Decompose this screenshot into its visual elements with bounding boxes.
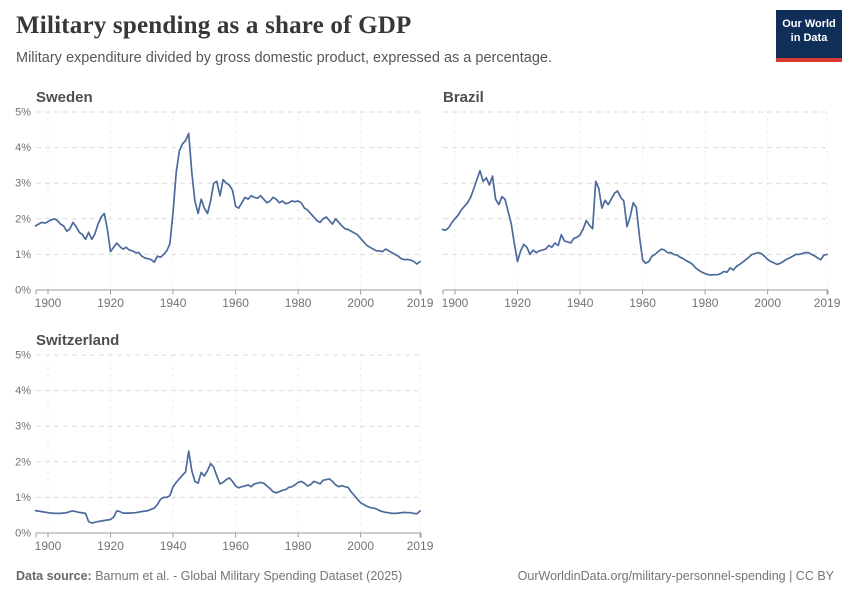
x-tick-label: 2000 bbox=[754, 296, 781, 310]
y-tick-label: 5% bbox=[15, 350, 31, 362]
x-tick-label: 2000 bbox=[347, 296, 374, 310]
y-tick-label: 0% bbox=[15, 528, 31, 540]
chart-sweden: 1900 1920 1940 1960 1980 2000 2019 0% 1% 2% 3% 4% 5%… bbox=[0, 82, 443, 323]
x-tick-label: 2019 bbox=[814, 296, 841, 310]
x-tick-label: 2019 bbox=[407, 539, 434, 553]
footer: Data source: Barnum et al. - Global Mili… bbox=[16, 569, 834, 583]
x-tick-label: 1900 bbox=[35, 539, 62, 553]
x-tick-label: 1960 bbox=[629, 296, 656, 310]
x-tick-label: 1960 bbox=[222, 296, 249, 310]
x-tick-label: 1900 bbox=[35, 296, 62, 310]
chart-brazil: 1900 1920 1940 1960 1980 2000 2019 Brazil bbox=[407, 82, 850, 323]
y-tick-label: 3% bbox=[15, 178, 31, 190]
x-tick-label: 1980 bbox=[285, 296, 312, 310]
owid-logo-line1: Our World bbox=[782, 18, 836, 30]
x-tick-label: 1940 bbox=[567, 296, 594, 310]
y-tick-label: 3% bbox=[15, 421, 31, 433]
owid-logo-red-bar bbox=[776, 58, 842, 62]
data-source-note: Data source: Barnum et al. - Global Mili… bbox=[16, 569, 402, 583]
owid-logo-line2: in Data bbox=[790, 32, 828, 45]
data-source-label: Data source: bbox=[16, 569, 92, 583]
facet-sweden-svg: 1900 1920 1940 1960 1980 2000 2019 0% 1% 2% 3% 4% 5%… bbox=[15, 89, 434, 310]
y-tick-label: 2% bbox=[15, 456, 31, 468]
x-tick-label: 1920 bbox=[97, 539, 124, 553]
line-sweden bbox=[34, 132, 421, 265]
x-tick-label: 2019 bbox=[407, 296, 434, 310]
header: Military spending as a share of GDP Mili… bbox=[16, 12, 756, 66]
facet-brazil-svg: 1900 1920 1940 1960 1980 2000 2019 Brazil bbox=[441, 89, 841, 310]
facet-title-brazil: Brazil bbox=[443, 89, 484, 106]
owid-logo[interactable]: Our World in Data bbox=[776, 10, 842, 62]
x-tick-label: 1920 bbox=[504, 296, 531, 310]
y-tick-label: 4% bbox=[15, 385, 31, 397]
chart-switzerland: 1900 1920 1940 1960 1980 2000 2019 0% 1% 2% 3% 4% 5%… bbox=[0, 325, 443, 566]
page-title: Military spending as a share of GDP bbox=[16, 12, 412, 39]
x-tick-label: 1900 bbox=[442, 296, 469, 310]
owid-url-license[interactable]: OurWorldinData.org/military-personnel-sp… bbox=[517, 569, 834, 583]
y-tick-label: 1% bbox=[15, 492, 31, 504]
x-tick-label: 1920 bbox=[97, 296, 124, 310]
x-tick-label: 1960 bbox=[222, 539, 249, 553]
facet-title-sweden: Sweden bbox=[36, 89, 93, 106]
y-tick-label: 0% bbox=[15, 285, 31, 297]
line-switzerland bbox=[34, 450, 421, 524]
x-tick-label: 1980 bbox=[285, 539, 312, 553]
facet-title-switzerland: Switzerland bbox=[36, 332, 119, 349]
y-tick-label: 4% bbox=[15, 142, 31, 154]
page-subtitle: Military expenditure divided by gross do… bbox=[16, 50, 552, 66]
x-tick-label: 1980 bbox=[692, 296, 719, 310]
x-tick-label: 1940 bbox=[160, 296, 187, 310]
x-tick-label: 1940 bbox=[160, 539, 187, 553]
facet-switzerland-svg: 1900 1920 1940 1960 1980 2000 2019 0% 1% 2% 3% 4% 5%… bbox=[15, 332, 434, 553]
y-tick-label: 5% bbox=[15, 107, 31, 119]
y-tick-label: 1% bbox=[15, 249, 31, 261]
x-tick-label: 2000 bbox=[347, 539, 374, 553]
y-tick-label: 2% bbox=[15, 213, 31, 225]
line-brazil bbox=[441, 169, 828, 276]
data-source-text: Barnum et al. - Global Military Spending… bbox=[91, 569, 403, 583]
